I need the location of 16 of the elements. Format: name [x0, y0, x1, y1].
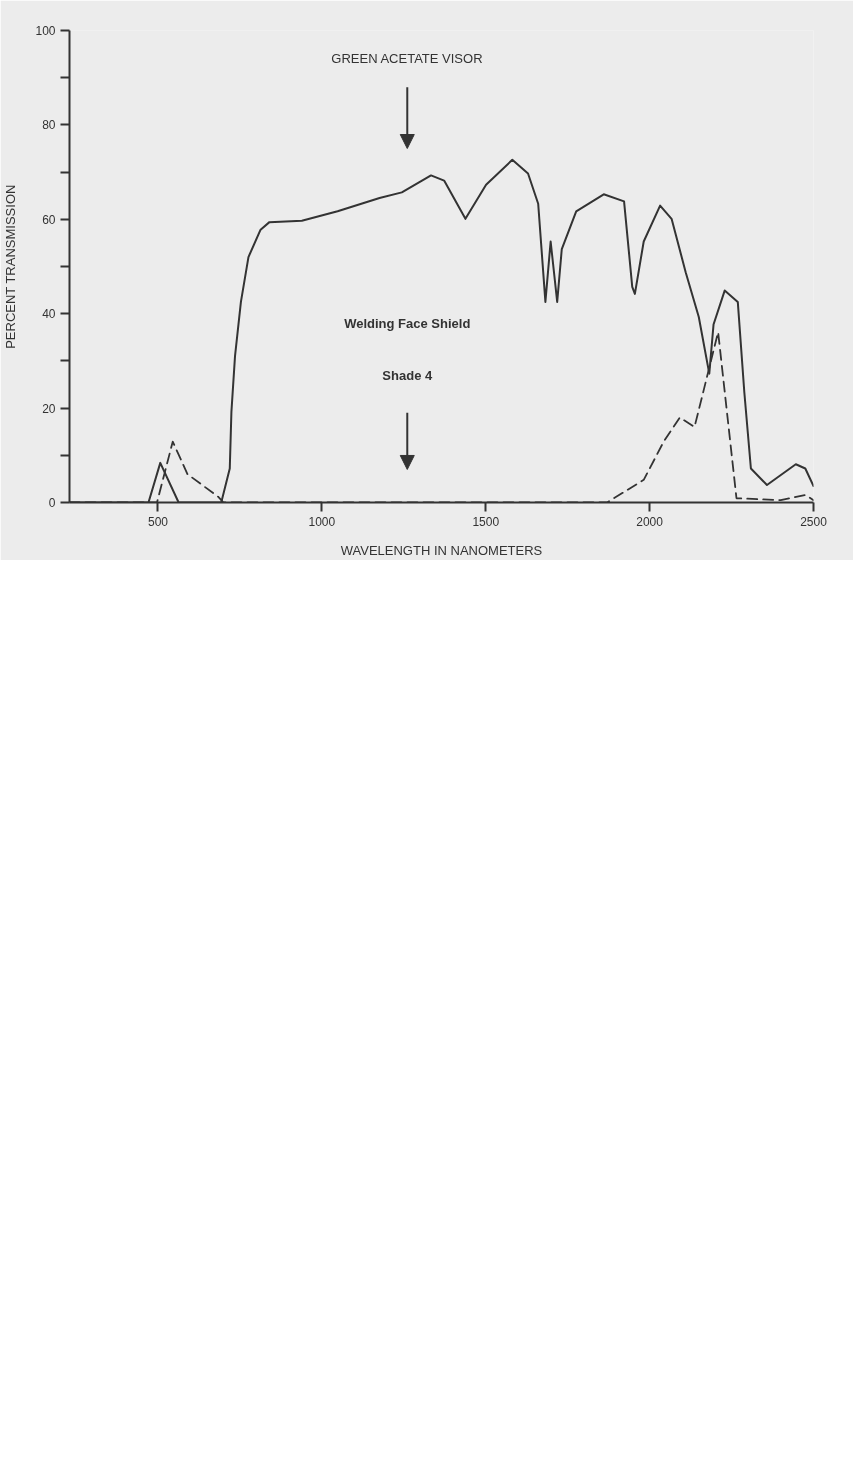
- x-tick-label: 500: [147, 514, 169, 529]
- y-axis-title: PERCENT TRANSMISSION: [3, 184, 19, 349]
- y-tick-label: 60: [42, 212, 56, 227]
- annotation: Welding Face Shield: [344, 315, 471, 331]
- y-tick-label: 20: [42, 401, 56, 416]
- y-tick-label: 0: [48, 496, 56, 510]
- annotation: GREEN ACETATE VISOR: [331, 51, 483, 67]
- y-tick-label: 80: [42, 118, 56, 133]
- x-tick-label: 1500: [472, 514, 500, 529]
- x-tick-label: 2500: [800, 514, 828, 529]
- annotation: Shade 4: [382, 367, 433, 383]
- x-tick-label: 1000: [308, 514, 336, 529]
- y-tick-label: 100: [35, 24, 56, 38]
- x-axis-title: WAVELENGTH IN NANOMETERS: [340, 542, 543, 558]
- x-tick-label: 2000: [636, 514, 664, 529]
- y-tick-label: 40: [42, 307, 56, 322]
